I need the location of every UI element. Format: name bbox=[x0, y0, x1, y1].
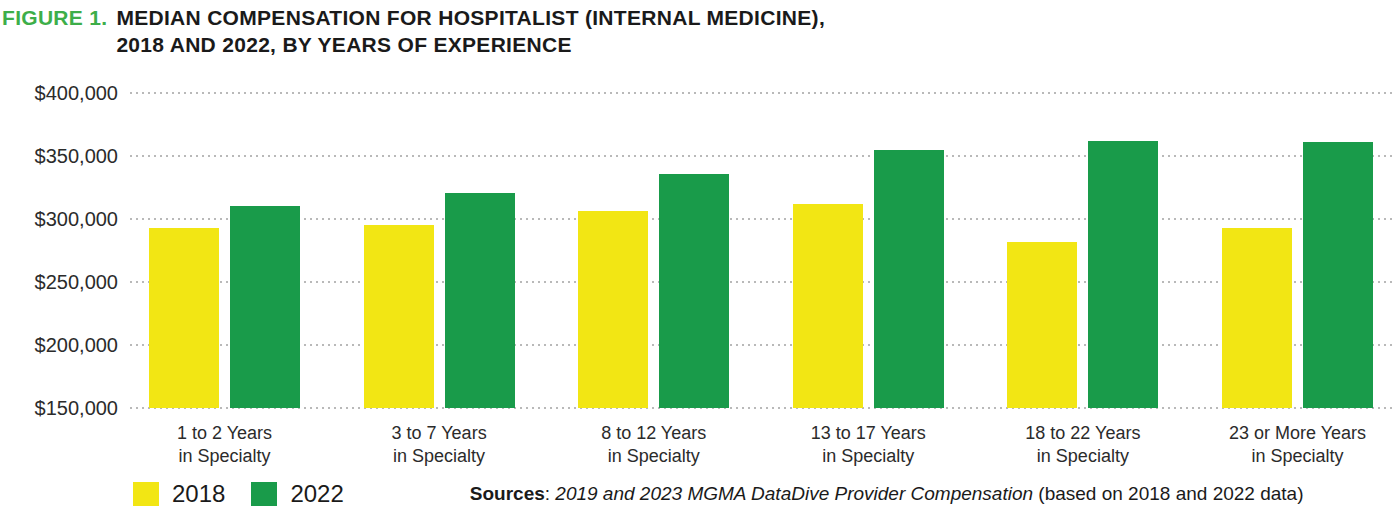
chart-footer: 2018 2022 Sources: 2019 and 2023 MGMA Da… bbox=[133, 480, 1304, 508]
x-label-group-4: 13 to 17 Years in Specialty bbox=[793, 422, 944, 468]
sources-separator: : bbox=[545, 483, 556, 504]
bar-group-1 bbox=[149, 93, 300, 408]
y-tick-label-200000: $200,000 bbox=[35, 334, 118, 357]
y-tick-label-350000: $350,000 bbox=[35, 145, 118, 168]
bar-group-5 bbox=[1007, 93, 1158, 408]
chart-plot-area bbox=[130, 93, 1392, 408]
bar-2022-group1 bbox=[230, 206, 300, 408]
legend-label-2022: 2022 bbox=[290, 480, 343, 508]
bar-group-6 bbox=[1222, 93, 1373, 408]
y-tick-label-250000: $250,000 bbox=[35, 271, 118, 294]
x-label-group-1: 1 to 2 Years in Specialty bbox=[149, 422, 300, 468]
figure-title-line1: MEDIAN COMPENSATION FOR HOSPITALIST (INT… bbox=[116, 4, 825, 31]
figure-title-text: MEDIAN COMPENSATION FOR HOSPITALIST (INT… bbox=[116, 4, 825, 58]
figure-title: FIGURE 1. MEDIAN COMPENSATION FOR HOSPIT… bbox=[2, 4, 825, 58]
y-tick-label-300000: $300,000 bbox=[35, 208, 118, 231]
sources-note: Sources: 2019 and 2023 MGMA DataDive Pro… bbox=[470, 483, 1304, 505]
bar-group-4 bbox=[793, 93, 944, 408]
bar-2018-group6 bbox=[1222, 228, 1292, 408]
legend-swatch-2022 bbox=[251, 482, 277, 506]
sources-label: Sources bbox=[470, 483, 545, 504]
bar-2022-group4 bbox=[874, 150, 944, 408]
legend-item-2018: 2018 bbox=[133, 480, 225, 508]
bar-2018-group2 bbox=[364, 225, 434, 408]
bar-2018-group3 bbox=[578, 211, 648, 408]
bar-2018-group4 bbox=[793, 204, 863, 408]
y-tick-label-400000: $400,000 bbox=[35, 82, 118, 105]
y-axis: $400,000$350,000$300,000$250,000$200,000… bbox=[0, 93, 118, 408]
bar-2018-group1 bbox=[149, 228, 219, 408]
bar-group-3 bbox=[578, 93, 729, 408]
figure-title-line2: 2018 AND 2022, BY YEARS OF EXPERIENCE bbox=[116, 31, 825, 58]
legend-swatch-2018 bbox=[133, 482, 159, 506]
sources-suffix: (based on 2018 and 2022 data) bbox=[1033, 483, 1303, 504]
legend-item-2022: 2022 bbox=[251, 480, 343, 508]
bar-2018-group5 bbox=[1007, 242, 1077, 408]
x-axis-labels: 1 to 2 Years in Specialty 3 to 7 Years in… bbox=[130, 422, 1392, 468]
sources-citation: 2019 and 2023 MGMA DataDive Provider Com… bbox=[555, 483, 1033, 504]
bar-2022-group5 bbox=[1088, 141, 1158, 408]
x-label-group-5: 18 to 22 Years in Specialty bbox=[1007, 422, 1158, 468]
bar-2022-group6 bbox=[1303, 142, 1373, 408]
figure-number-label: FIGURE 1. bbox=[2, 4, 107, 31]
bar-2022-group2 bbox=[445, 193, 515, 408]
bar-groups bbox=[130, 93, 1392, 408]
bar-group-2 bbox=[364, 93, 515, 408]
x-label-group-3: 8 to 12 Years in Specialty bbox=[578, 422, 729, 468]
bar-2022-group3 bbox=[659, 174, 729, 408]
x-label-group-2: 3 to 7 Years in Specialty bbox=[364, 422, 515, 468]
x-label-group-6: 23 or More Years in Specialty bbox=[1222, 422, 1373, 468]
legend-label-2018: 2018 bbox=[172, 480, 225, 508]
y-tick-label-150000: $150,000 bbox=[35, 397, 118, 420]
